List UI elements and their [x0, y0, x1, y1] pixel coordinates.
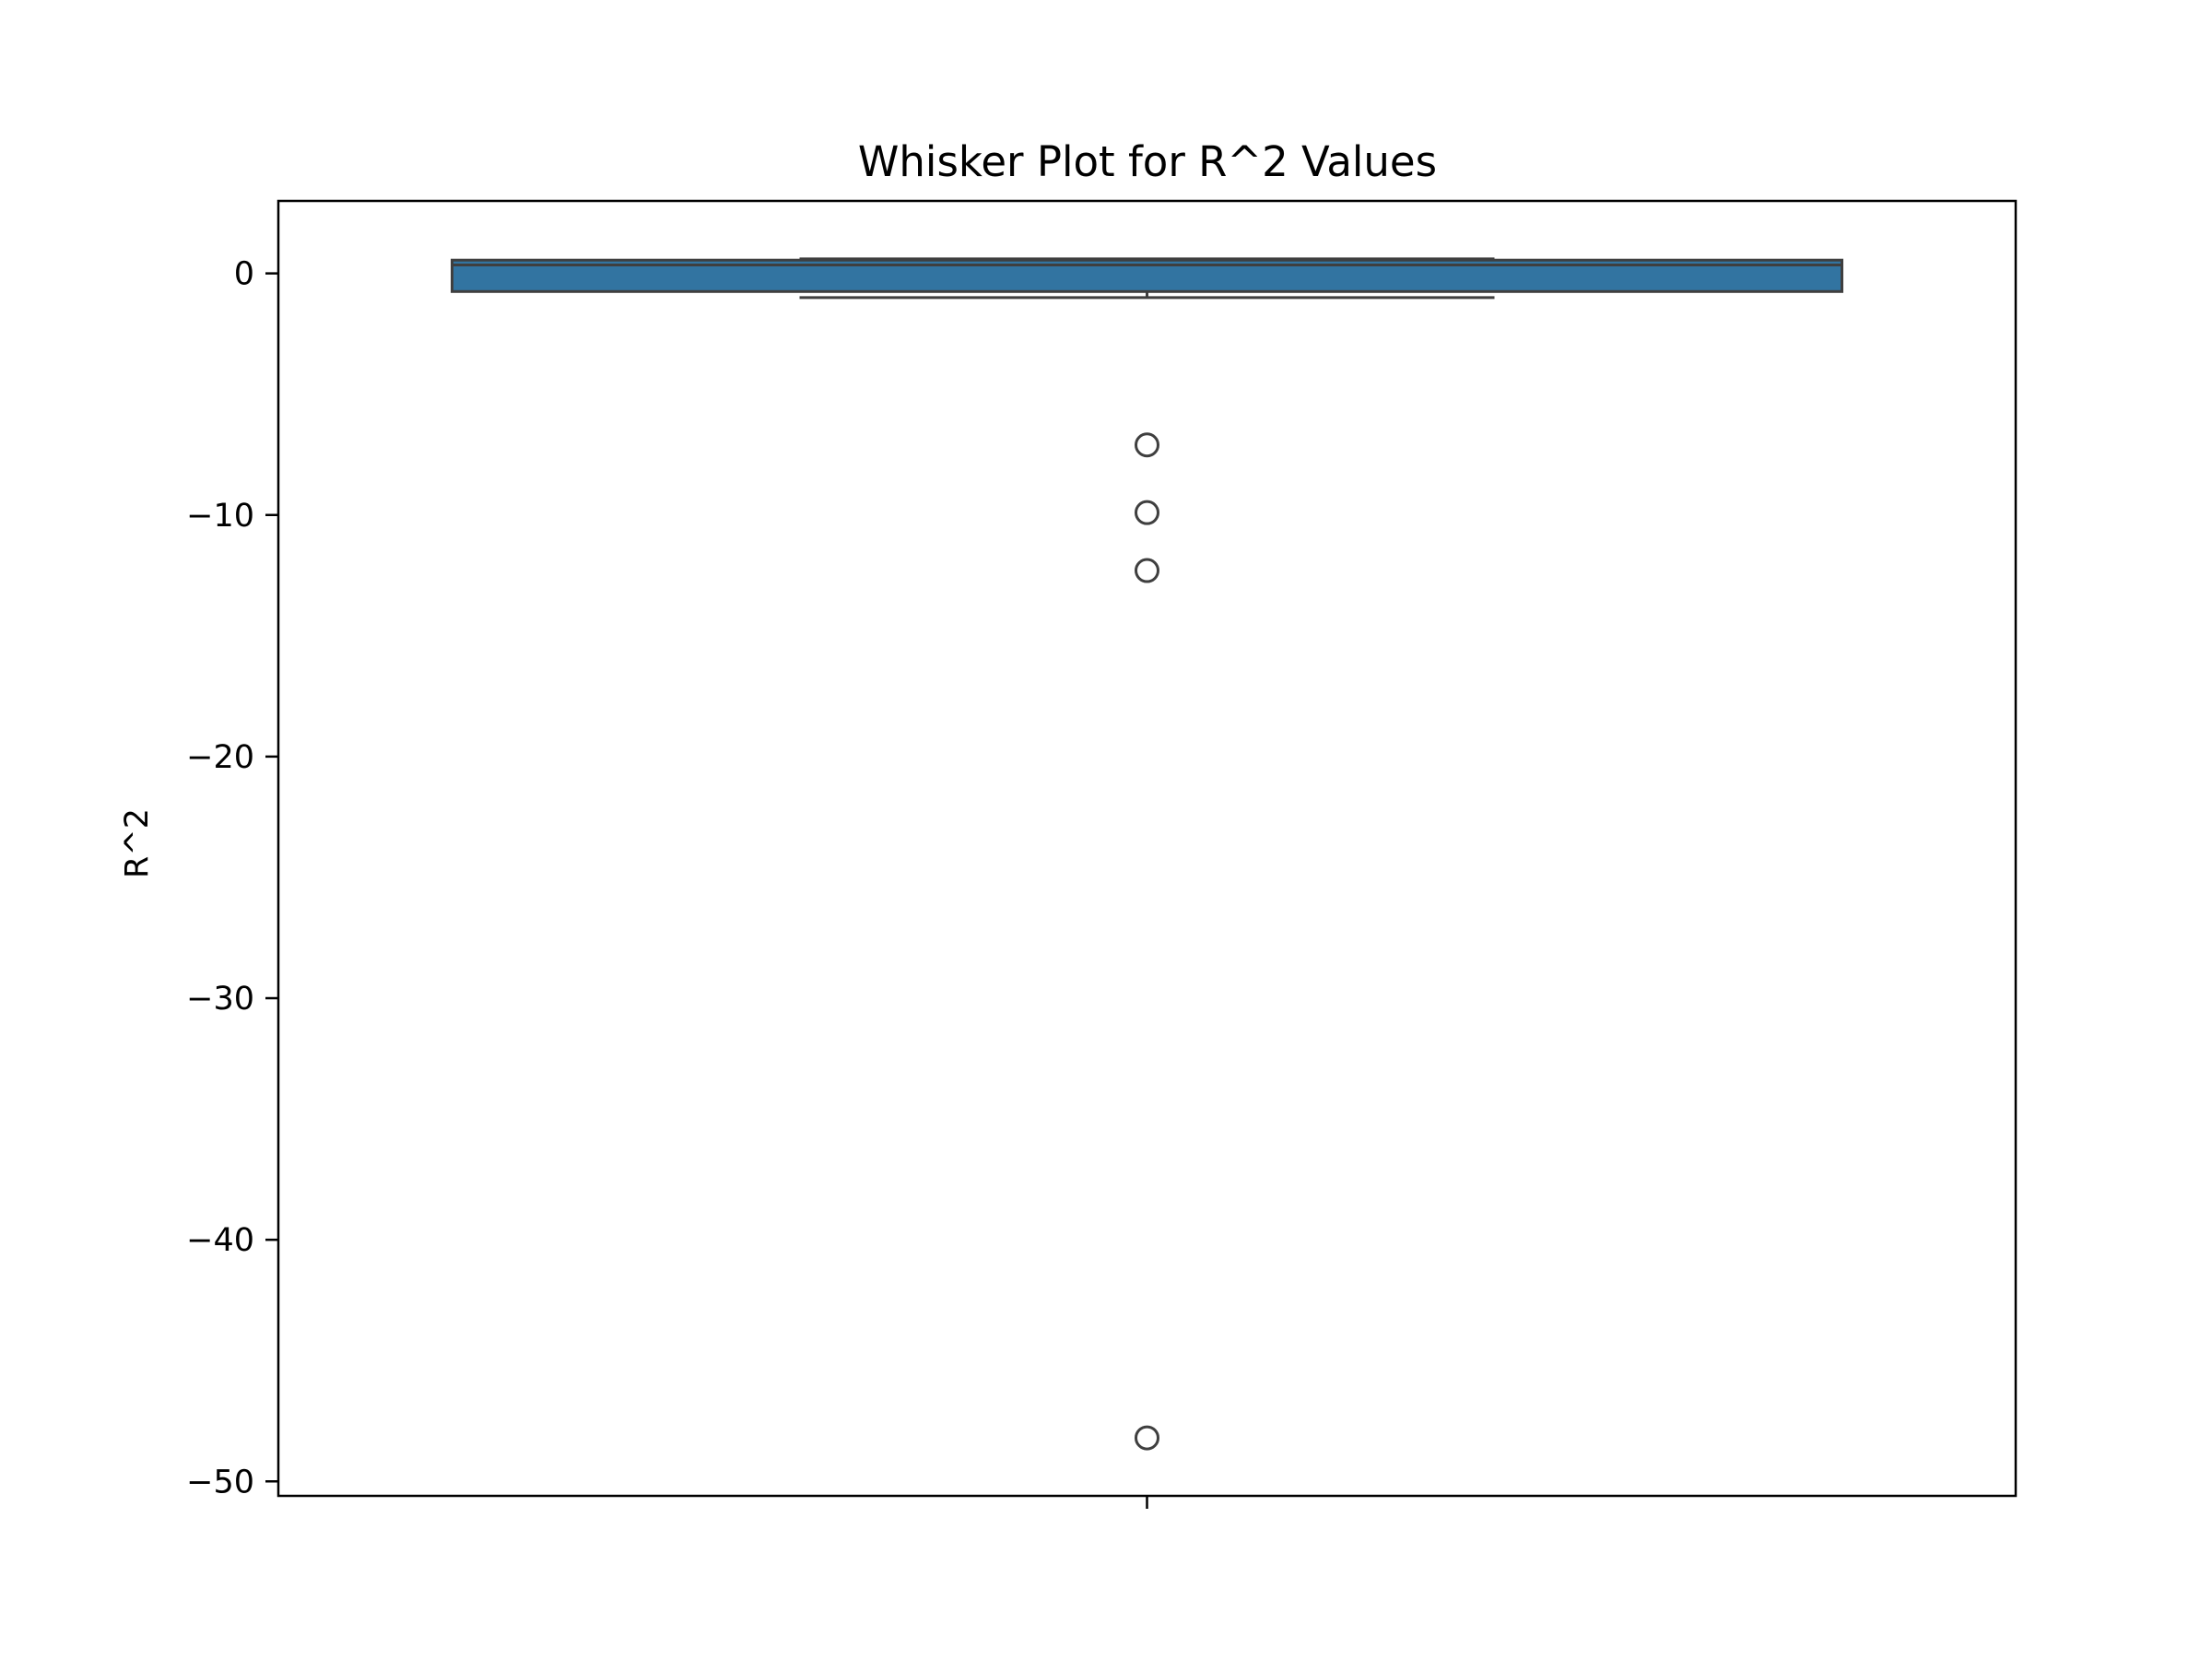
y-tick-label: 0 [234, 256, 254, 293]
y-axis-label: R^2 [119, 808, 156, 878]
plot-area: 0 −10 −20 −30 −40 −50 [186, 199, 2018, 1509]
y-tick-label: −50 [186, 1464, 254, 1500]
axes-frame [276, 199, 2018, 1498]
outlier-point [1135, 500, 1159, 525]
y-tick-label: −20 [186, 739, 254, 776]
outlier-point [1135, 558, 1159, 583]
y-tick-label: −10 [186, 498, 254, 535]
chart-title: Whisker Plot for R^2 Values [858, 137, 1437, 186]
outlier-point [1135, 1425, 1159, 1451]
outlier-point [1135, 432, 1159, 458]
y-tick-label: −40 [186, 1222, 254, 1259]
y-tick-label: −30 [186, 981, 254, 1018]
